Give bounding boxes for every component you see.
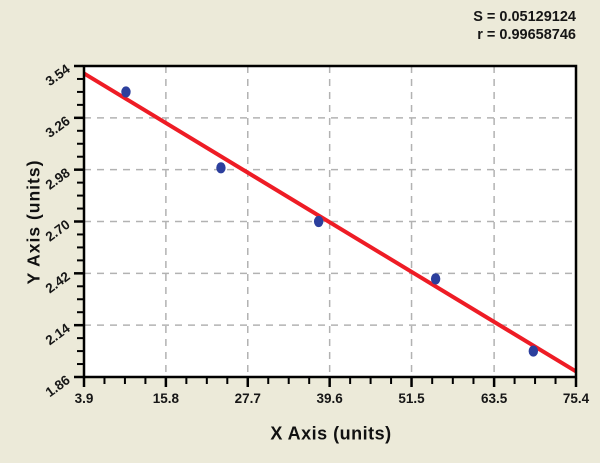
x-tick-label: 15.8 [153,391,180,406]
s-statistic: S = 0.05129124 [473,9,576,25]
y-tick-label: 2.42 [43,269,73,297]
x-tick-label: 3.9 [75,391,94,406]
y-tick-label: 2.14 [43,320,73,348]
x-tick-label: 75.4 [563,391,590,406]
x-tick-label: 27.7 [235,391,261,406]
data-point [313,215,324,228]
y-tick-label: 1.86 [43,372,73,400]
x-axis-title: X Axis (units) [270,423,392,444]
plot-border [82,64,578,379]
y-tick-label: 2.98 [43,165,73,193]
r-statistic: r = 0.99658746 [477,26,576,43]
data-point [430,273,441,285]
data-point [121,86,131,98]
x-tick-label: 39.6 [317,391,344,406]
data-point [216,162,226,174]
regression-line [82,71,578,374]
y-tick-label: 3.26 [43,113,73,141]
y-axis-title: Y Axis (units) [23,159,44,285]
stats-block: S = 0.05129124 r = 0.99658746 [473,9,576,44]
data-point [528,345,539,357]
y-tick-label: 2.70 [43,217,73,245]
x-tick-label: 51.5 [398,391,425,406]
y-tick-label: 3.54 [43,61,73,89]
x-tick-label: 63.5 [481,391,508,406]
